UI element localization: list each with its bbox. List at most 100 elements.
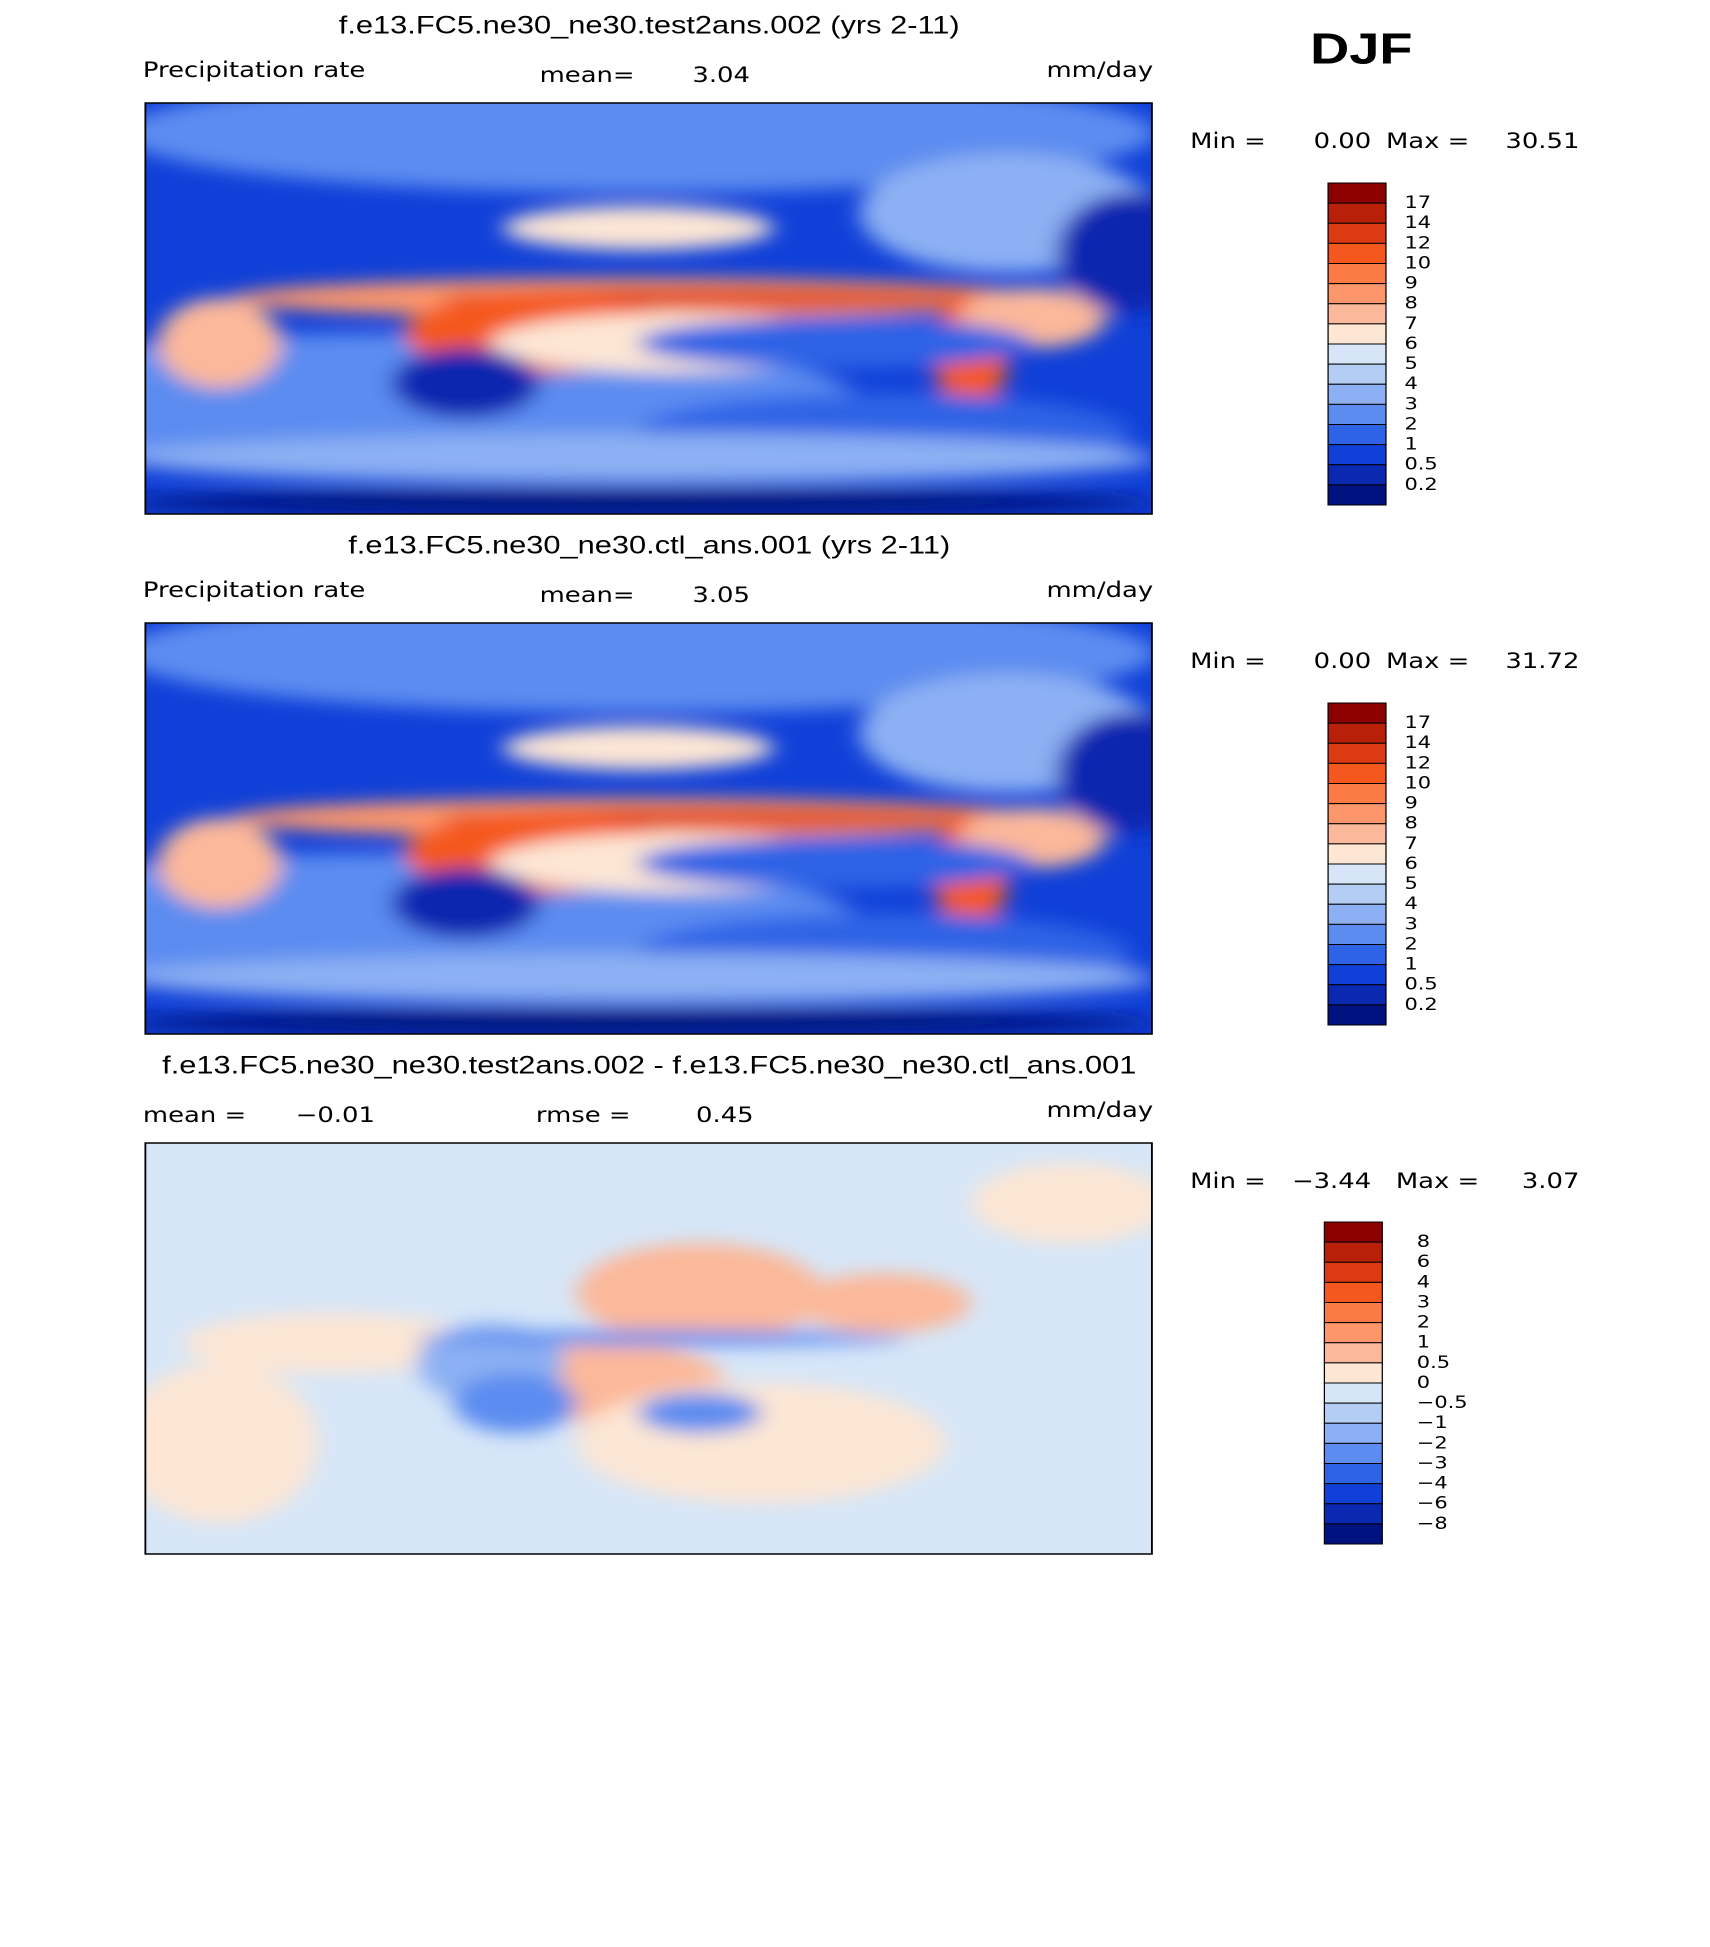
colorbar-box	[1327, 944, 1387, 966]
colorbar-box	[1323, 1362, 1383, 1384]
colorbar-box	[1327, 424, 1387, 446]
colorbar-label: 10	[1404, 253, 1431, 273]
colorbar-label: 4	[1417, 1272, 1430, 1292]
colorbar-box	[1327, 464, 1387, 486]
colorbar-box	[1327, 403, 1387, 425]
min-label: Min =	[1190, 1168, 1266, 1193]
colorbar-label: 6	[1404, 334, 1417, 354]
colorbar-box	[1327, 702, 1387, 724]
field-blob	[416, 1330, 910, 1346]
colorbar-label: 6	[1417, 1252, 1430, 1272]
colorbar-box	[1327, 383, 1387, 405]
variable-label: Precipitation rate	[143, 577, 365, 602]
stat-value: 3.05	[692, 582, 750, 607]
field-blob	[145, 623, 1152, 713]
stat2-value: 0.45	[696, 1102, 754, 1127]
min-label: Min =	[1190, 648, 1266, 673]
field-blobs	[145, 1163, 1152, 1523]
panel-title: f.e13.FC5.ne30_ne30.test2ans.002 (yrs 2-…	[339, 11, 960, 39]
colorbar-label: 2	[1404, 934, 1417, 954]
colorbar-label: 2	[1404, 414, 1417, 434]
map-field	[145, 1143, 1152, 1554]
colorbar-label: 12	[1404, 233, 1431, 253]
max-value: 31.72	[1505, 648, 1579, 673]
max-value: 3.07	[1522, 1168, 1580, 1193]
min-value: 0.00	[1314, 648, 1372, 673]
colorbar-box	[1327, 783, 1387, 805]
colorbar-box	[1323, 1523, 1383, 1545]
colorbar-box	[1323, 1221, 1383, 1243]
colorbar-label: 17	[1404, 713, 1431, 733]
colorbar-label: 1	[1404, 954, 1417, 974]
panel-title: f.e13.FC5.ne30_ne30.ctl_ans.001 (yrs 2-1…	[348, 531, 950, 559]
colorbar-box	[1327, 323, 1387, 345]
colorbar-label: 4	[1404, 374, 1417, 394]
colorbar-box	[1327, 444, 1387, 466]
min-value: 0.00	[1314, 128, 1372, 153]
colorbar-label: 3	[1417, 1292, 1430, 1312]
colorbar-box	[1327, 803, 1387, 825]
colorbar-box	[1323, 1483, 1383, 1505]
field-blob	[638, 1393, 762, 1433]
colorbar-box	[1323, 1382, 1383, 1404]
max-label: Max =	[1396, 1168, 1479, 1193]
colorbar-box	[1323, 1342, 1383, 1364]
colorbar-label: 12	[1404, 753, 1431, 773]
field-blob	[576, 1383, 947, 1503]
min-value: −3.44	[1292, 1168, 1371, 1193]
field-blob	[970, 1163, 1152, 1243]
colorbar-box	[1327, 984, 1387, 1006]
colorbar-box	[1327, 283, 1387, 305]
colorbar-box	[1323, 1442, 1383, 1464]
colorbar-box	[1327, 762, 1387, 784]
map	[144, 622, 1153, 1035]
colorbar-box	[1327, 1004, 1387, 1026]
colorbar-label: 0.5	[1417, 1353, 1450, 1373]
colorbar-label: 8	[1404, 814, 1417, 834]
colorbar-box	[1327, 202, 1387, 224]
max-label: Max =	[1386, 648, 1469, 673]
colorbar-box	[1323, 1261, 1383, 1283]
colorbar-label: 0.2	[1404, 475, 1437, 495]
field-blob	[798, 1273, 971, 1333]
colorbar-label: −4	[1417, 1473, 1448, 1493]
field-blob	[1057, 193, 1152, 313]
colorbar-label: 14	[1404, 213, 1431, 233]
field-blob	[145, 489, 1152, 514]
max-value: 30.51	[1505, 128, 1579, 153]
field-blob	[391, 348, 540, 418]
map-frame	[144, 622, 1153, 1035]
colorbar-box	[1327, 722, 1387, 744]
field-blob	[157, 818, 281, 908]
field-blob	[576, 1243, 823, 1343]
colorbar-label: 10	[1404, 773, 1431, 793]
field-blob	[1057, 713, 1152, 833]
colorbar-label: 3	[1404, 914, 1417, 934]
colorbar-box	[1327, 903, 1387, 925]
units: mm/day	[1046, 57, 1153, 82]
colorbar-label: −0.5	[1417, 1393, 1468, 1413]
field-blob	[453, 1373, 577, 1433]
colorbar-label: −3	[1417, 1453, 1448, 1473]
panel-title: f.e13.FC5.ne30_ne30.test2ans.002 - f.e13…	[162, 1051, 1136, 1079]
map-frame	[144, 1142, 1153, 1555]
field-blob	[157, 298, 281, 388]
map	[144, 102, 1153, 515]
colorbar-box	[1327, 823, 1387, 845]
field-blob	[145, 1009, 1152, 1034]
colorbar-label: 0.5	[1404, 455, 1437, 475]
stat-label: mean=	[540, 582, 635, 607]
stat-label: mean=	[540, 62, 635, 87]
field-blob	[145, 433, 1152, 483]
colorbar-label: 3	[1404, 394, 1417, 414]
colorbar-label: 5	[1404, 874, 1417, 894]
colorbar-label: 9	[1404, 273, 1417, 293]
season-title: DJF	[1310, 24, 1412, 73]
stat-value: 3.04	[692, 62, 750, 87]
colorbar-box	[1327, 923, 1387, 945]
field-blob	[391, 868, 540, 938]
colorbar-box	[1327, 303, 1387, 325]
field-blobs	[145, 103, 1152, 514]
colorbar-label: 8	[1417, 1232, 1430, 1252]
colorbar-box	[1327, 883, 1387, 905]
